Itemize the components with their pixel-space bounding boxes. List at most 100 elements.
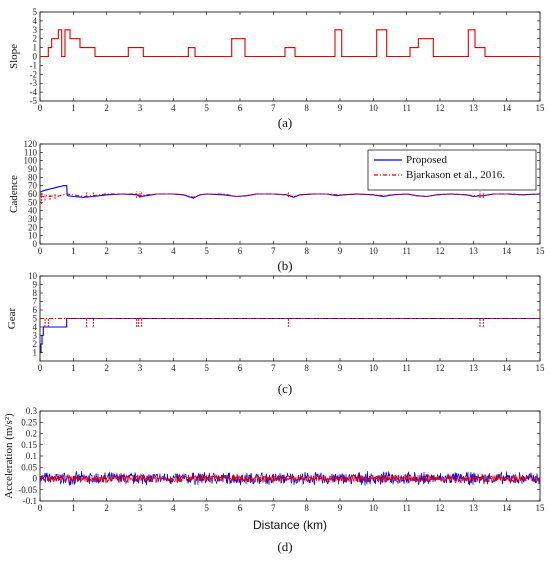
x-tick-label: 12: [436, 503, 445, 513]
y-tick-label: -5: [30, 96, 38, 106]
panel-caption: (b): [277, 258, 292, 273]
y-tick-label: 3: [33, 331, 38, 341]
x-tick-label: 3: [138, 363, 143, 373]
y-tick-label: -0.1: [23, 496, 37, 506]
y-tick-label: 7: [33, 297, 38, 307]
panel-caption: (a): [278, 115, 292, 130]
y-tick-label: 4: [33, 322, 38, 332]
x-tick-label: 9: [338, 363, 343, 373]
y-tick-label: 20: [28, 222, 38, 232]
y-tick-label: 0: [33, 239, 38, 249]
y-tick-label: -0.05: [18, 485, 37, 495]
legend-label: Proposed: [406, 154, 447, 166]
x-tick-label: 15: [536, 103, 546, 113]
x-tick-label: 6: [238, 103, 243, 113]
y-tick-label: 0.15: [21, 440, 37, 450]
x-tick-label: 11: [402, 103, 411, 113]
y-tick-label: 2: [33, 34, 38, 44]
x-tick-label: 13: [469, 103, 479, 113]
x-tick-label: 10: [369, 503, 379, 513]
x-tick-label: 14: [502, 363, 512, 373]
plot-area: [40, 471, 540, 486]
x-tick-label: 6: [238, 363, 243, 373]
x-tick-label: 7: [271, 246, 276, 256]
noise-line-bjarkason-et-al-2016-: [40, 472, 540, 485]
x-tick-label: 12: [436, 246, 445, 256]
x-tick-label: 4: [171, 503, 176, 513]
x-tick-label: 3: [138, 246, 143, 256]
x-tick-label: 10: [369, 246, 379, 256]
x-tick-label: 7: [271, 503, 276, 513]
y-tick-label: 80: [28, 172, 38, 182]
x-tick-label: 15: [536, 363, 546, 373]
x-tick-label: 3: [138, 503, 143, 513]
x-tick-label: 11: [402, 363, 411, 373]
y-tick-label: 0.2: [26, 429, 37, 439]
x-tick-label: 2: [104, 363, 109, 373]
x-tick-label: 1: [71, 246, 76, 256]
y-tick-label: 0.1: [26, 451, 37, 461]
x-tick-label: 13: [469, 246, 479, 256]
y-tick-label: 4: [33, 16, 38, 26]
x-tick-label: 11: [402, 503, 411, 513]
series-line-proposed: [40, 317, 540, 354]
x-tick-label: 0: [38, 246, 43, 256]
x-tick-label: 4: [171, 103, 176, 113]
legend: Proposed Bjarkason et al., 2016.: [367, 149, 537, 191]
x-tick-label: 2: [104, 246, 109, 256]
y-tick-label: 1: [33, 348, 38, 358]
y-tick-label: 10: [28, 231, 38, 241]
y-tick-label: 0.3: [26, 406, 38, 416]
y-tick-label: 60: [28, 189, 38, 199]
legend-label: Bjarkason et al., 2016.: [406, 169, 505, 181]
y-tick-label: 0.05: [21, 462, 37, 472]
plot-area: [40, 29, 540, 58]
x-tick-label: 15: [536, 503, 546, 513]
series-line-bjarkason-et-al-2016-: [40, 193, 540, 198]
y-tick-label: 9: [33, 280, 38, 290]
panel-caption: (c): [278, 381, 292, 396]
y-tick-label: 3: [33, 25, 38, 35]
x-tick-label: 2: [104, 103, 109, 113]
x-tick-label: 3: [138, 103, 143, 113]
x-tick-label: 2: [104, 503, 109, 513]
y-axis-label: Gear: [6, 307, 18, 329]
y-tick-label: 0: [33, 474, 38, 484]
y-tick-label: 6: [33, 305, 38, 315]
y-tick-label: -1: [30, 60, 38, 70]
x-axis-label: Distance (km): [253, 518, 327, 532]
x-tick-label: 12: [436, 103, 445, 113]
x-tick-label: 14: [502, 103, 512, 113]
panel-2: 0 1 2 3 4 5 6 7 8 9 10 11 12 13 14 15010203040506070809…: [8, 139, 545, 273]
x-tick-label: 8: [304, 103, 309, 113]
plot-area: [40, 317, 540, 354]
x-tick-label: 7: [271, 363, 276, 373]
x-tick-label: 14: [502, 503, 512, 513]
x-tick-label: 9: [338, 103, 343, 113]
x-tick-label: 12: [436, 363, 445, 373]
y-tick-label: 40: [28, 206, 38, 216]
y-tick-label: -2: [30, 69, 38, 79]
y-tick-label: 0.25: [21, 417, 37, 427]
x-tick-label: 7: [271, 103, 276, 113]
series-line-slope: [40, 29, 540, 58]
y-tick-label: 2: [33, 339, 38, 349]
x-tick-label: 15: [536, 246, 546, 256]
y-axis-label: Cadence: [8, 175, 20, 213]
x-tick-label: 0: [38, 503, 43, 513]
y-tick-label: 120: [24, 139, 38, 149]
x-tick-label: 4: [171, 246, 176, 256]
plot-frame: [39, 410, 541, 502]
x-tick-label: 4: [171, 363, 176, 373]
y-tick-label: 90: [28, 164, 38, 174]
x-tick-label: 8: [304, 246, 309, 256]
y-tick-label: 30: [28, 214, 38, 224]
y-tick-label: 110: [24, 147, 38, 157]
x-tick-label: 1: [71, 363, 76, 373]
y-axis-label: Slope: [8, 44, 20, 69]
legend-box: [367, 149, 537, 191]
y-tick-label: 5: [33, 314, 38, 324]
y-tick-label: 5: [33, 7, 38, 17]
x-tick-label: 9: [338, 503, 343, 513]
